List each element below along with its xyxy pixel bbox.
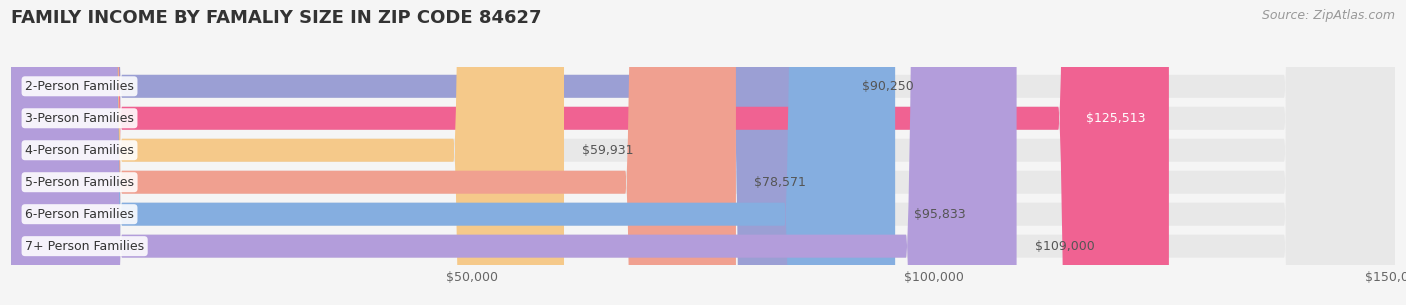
Text: 6-Person Families: 6-Person Families	[25, 208, 134, 221]
Text: $125,513: $125,513	[1087, 112, 1146, 125]
Text: 5-Person Families: 5-Person Families	[25, 176, 134, 189]
Text: $95,833: $95,833	[914, 208, 966, 221]
Text: 4-Person Families: 4-Person Families	[25, 144, 134, 157]
FancyBboxPatch shape	[11, 0, 1395, 305]
Text: $59,931: $59,931	[582, 144, 634, 157]
Text: FAMILY INCOME BY FAMALIY SIZE IN ZIP CODE 84627: FAMILY INCOME BY FAMALIY SIZE IN ZIP COD…	[11, 9, 541, 27]
FancyBboxPatch shape	[11, 0, 1395, 305]
FancyBboxPatch shape	[11, 0, 564, 305]
FancyBboxPatch shape	[11, 0, 844, 305]
Text: 2-Person Families: 2-Person Families	[25, 80, 134, 93]
FancyBboxPatch shape	[11, 0, 1395, 305]
Text: 3-Person Families: 3-Person Families	[25, 112, 134, 125]
FancyBboxPatch shape	[11, 0, 1017, 305]
FancyBboxPatch shape	[11, 0, 1395, 305]
Text: $78,571: $78,571	[755, 176, 806, 189]
Text: 7+ Person Families: 7+ Person Families	[25, 240, 145, 253]
FancyBboxPatch shape	[11, 0, 735, 305]
FancyBboxPatch shape	[11, 0, 896, 305]
FancyBboxPatch shape	[11, 0, 1395, 305]
Text: Source: ZipAtlas.com: Source: ZipAtlas.com	[1261, 9, 1395, 22]
FancyBboxPatch shape	[11, 0, 1168, 305]
Text: $90,250: $90,250	[862, 80, 914, 93]
Text: $109,000: $109,000	[1035, 240, 1095, 253]
FancyBboxPatch shape	[11, 0, 1395, 305]
